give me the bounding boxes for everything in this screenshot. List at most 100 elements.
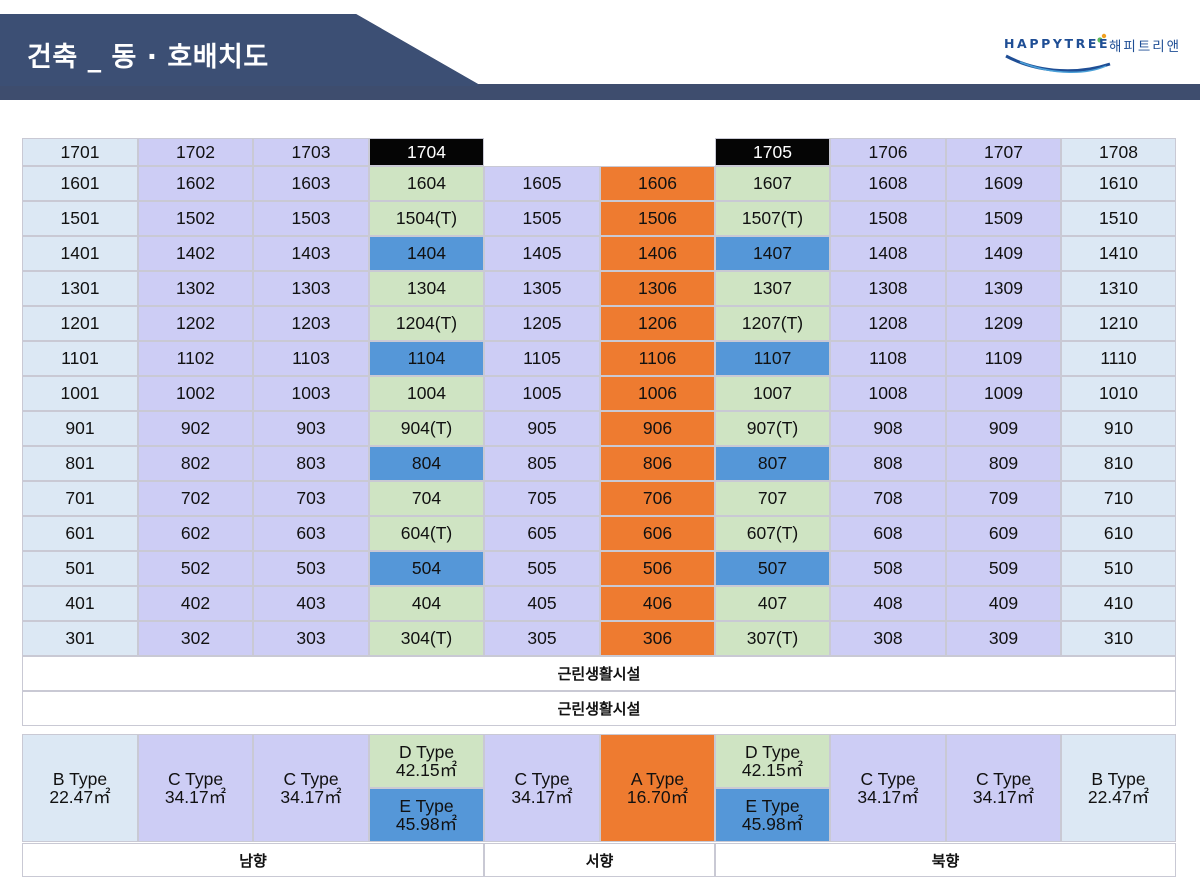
unit-cell: 601 [22, 516, 138, 551]
unit-cell: 708 [830, 481, 946, 516]
type-area: 16.70㎡ [626, 787, 689, 807]
unit-cell: 505 [484, 551, 600, 586]
unit-cell: 1301 [22, 271, 138, 306]
unit-cell: 1208 [830, 306, 946, 341]
unit-cell: 1502 [138, 201, 253, 236]
unit-cell: 1403 [253, 236, 369, 271]
empty-cell [484, 138, 600, 166]
unit-cell: 309 [946, 621, 1061, 656]
unit-cell: 1603 [253, 166, 369, 201]
unit-cell: 1006 [600, 376, 715, 411]
unit-cell: 607(T) [715, 516, 830, 551]
type-name: C Type [283, 768, 339, 789]
unit-cell: 405 [484, 586, 600, 621]
unit-cell: 509 [946, 551, 1061, 586]
unit-cell: 807 [715, 446, 830, 481]
unit-cell: 903 [253, 411, 369, 446]
unit-cell: 1010 [1061, 376, 1176, 411]
unit-cell: 1703 [253, 138, 369, 166]
unit-cell: 902 [138, 411, 253, 446]
unit-cell: 410 [1061, 586, 1176, 621]
unit-cell: 1105 [484, 341, 600, 376]
unit-cell: 1002 [138, 376, 253, 411]
unit-cell: 305 [484, 621, 600, 656]
type-name: B Type [52, 768, 108, 789]
unit-cell: 702 [138, 481, 253, 516]
unit-cell: 603 [253, 516, 369, 551]
unit-cell: 606 [600, 516, 715, 551]
unit-cell: 1606 [600, 166, 715, 201]
unit-cell: 1003 [253, 376, 369, 411]
unit-cell: 1503 [253, 201, 369, 236]
unit-cell: 402 [138, 586, 253, 621]
unit-cell: 1704 [369, 138, 484, 166]
unit-cell: 1508 [830, 201, 946, 236]
unit-cell: 1107 [715, 341, 830, 376]
unit-cell: 1109 [946, 341, 1061, 376]
page-title: 건축 _ 동 · 호배치도 [27, 42, 269, 73]
unit-cell: 709 [946, 481, 1061, 516]
unit-cell: 1501 [22, 201, 138, 236]
unit-cell: 503 [253, 551, 369, 586]
unit-cell: 1705 [715, 138, 830, 166]
unit-cell: 802 [138, 446, 253, 481]
unit-cell: 1708 [1061, 138, 1176, 166]
unit-cell: 510 [1061, 551, 1176, 586]
unit-cell: 310 [1061, 621, 1176, 656]
unit-cell: 1510 [1061, 201, 1176, 236]
unit-cell: 1104 [369, 341, 484, 376]
unit-cell: 609 [946, 516, 1061, 551]
logo-korean: 해피트리앤 [1109, 39, 1182, 55]
unit-cell: 1309 [946, 271, 1061, 306]
type-cell: B Type 22.47㎡ [22, 734, 138, 842]
unit-cell: 1310 [1061, 271, 1176, 306]
unit-cell: 907(T) [715, 411, 830, 446]
unit-cell: 701 [22, 481, 138, 516]
unit-cell: 1207(T) [715, 306, 830, 341]
unit-cell: 1304 [369, 271, 484, 306]
type-name: E Type [399, 795, 454, 816]
facility-row-1: 근린생활시설 [22, 656, 1176, 691]
unit-cell: 1401 [22, 236, 138, 271]
unit-cell: 707 [715, 481, 830, 516]
type-area: 34.17㎡ [511, 787, 573, 807]
unit-cell: 908 [830, 411, 946, 446]
type-cell: B Type 22.47㎡ [1061, 734, 1176, 842]
unit-cell: 407 [715, 586, 830, 621]
unit-cell: 1504(T) [369, 201, 484, 236]
unit-cell: 406 [600, 586, 715, 621]
unit-cell: 805 [484, 446, 600, 481]
unit-cell: 1204(T) [369, 306, 484, 341]
unit-cell: 1408 [830, 236, 946, 271]
unit-cell: 404 [369, 586, 484, 621]
type-cell-split: D Type 42.15㎡ E Type 45.98㎡ [715, 734, 830, 842]
unit-cell: 710 [1061, 481, 1176, 516]
unit-cell: 1205 [484, 306, 600, 341]
unit-cell: 303 [253, 621, 369, 656]
unit-cell: 806 [600, 446, 715, 481]
facility-row-2: 근린생활시설 [22, 691, 1176, 726]
unit-cell: 1505 [484, 201, 600, 236]
unit-cell: 1607 [715, 166, 830, 201]
unit-cell: 608 [830, 516, 946, 551]
unit-cell: 1507(T) [715, 201, 830, 236]
type-cell: E Type 45.98㎡ [715, 788, 830, 842]
type-cell: C Type 34.17㎡ [253, 734, 369, 842]
unit-cell: 910 [1061, 411, 1176, 446]
unit-cell: 1305 [484, 271, 600, 306]
unit-cell: 1206 [600, 306, 715, 341]
unit-cell: 1407 [715, 236, 830, 271]
unit-cell: 704 [369, 481, 484, 516]
unit-cell: 1106 [600, 341, 715, 376]
unit-cell: 706 [600, 481, 715, 516]
unit-cell: 1103 [253, 341, 369, 376]
unit-cell: 1108 [830, 341, 946, 376]
type-cell: C Type 34.17㎡ [830, 734, 946, 842]
unit-cell: 1203 [253, 306, 369, 341]
type-cell: A Type 16.70㎡ [600, 734, 715, 842]
empty-cell [600, 138, 715, 166]
unit-cell: 1005 [484, 376, 600, 411]
type-name: B Type [1091, 768, 1146, 789]
unit-cell: 909 [946, 411, 1061, 446]
unit-cell: 801 [22, 446, 138, 481]
